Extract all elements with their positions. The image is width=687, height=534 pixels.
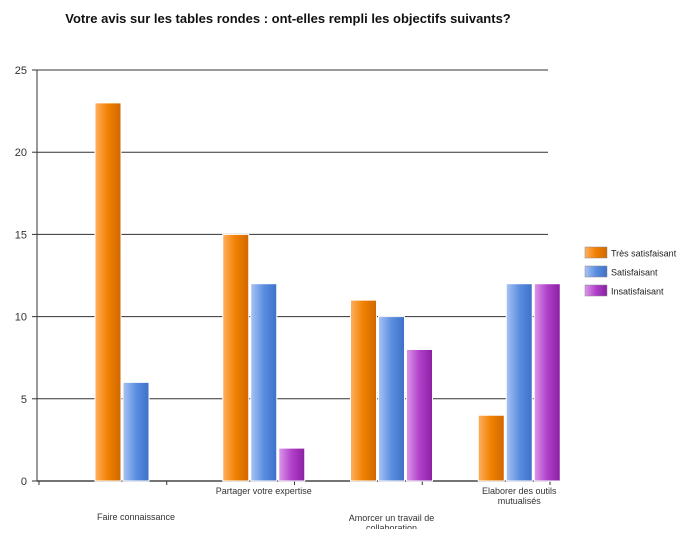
y-tick-label: 25 (15, 65, 27, 77)
bar-insatisfaisant-1[interactable] (278, 447, 306, 482)
legend: Très satisfaisant Satisfaisant Insatisfais… (584, 246, 677, 297)
y-tick-label: 5 (21, 394, 27, 406)
legend-label: Satisfaisant (611, 268, 658, 278)
bar-tr-s-satisfaisant-3[interactable] (477, 414, 505, 482)
y-tick-label: 10 (15, 312, 27, 324)
x-tick-label: Faire connaissance (97, 512, 175, 522)
chart-title: Votre avis sur les tables rondes : ont-e… (65, 11, 511, 26)
bar-tr-s-satisfaisant-1[interactable] (222, 233, 250, 482)
grid-layer (37, 69, 548, 482)
legend-swatch (584, 265, 608, 278)
bar-satisfaisant-3[interactable] (505, 283, 533, 482)
x-tick-label: Amorcer un travail de collaboration (349, 513, 435, 529)
bar-satisfaisant-1[interactable] (250, 283, 278, 482)
bar-insatisfaisant-3[interactable] (533, 283, 561, 482)
bar-tr-s-satisfaisant-2[interactable] (350, 299, 377, 482)
legend-label: Insatisfaisant (611, 287, 664, 297)
legend-swatch (584, 246, 608, 259)
bar-satisfaisant-0[interactable] (122, 381, 150, 482)
bar-layer (94, 102, 561, 482)
x-tick-label: Elaborer des outils mutualisés (482, 486, 557, 506)
x-tick-label: Partager votre expertise (216, 486, 312, 496)
legend-label: Très satisfaisant (611, 249, 677, 259)
bar-satisfaisant-2[interactable] (378, 316, 405, 482)
legend-swatch (584, 284, 608, 297)
axis-layer: 0 5 10 15 20 25 (15, 65, 551, 488)
y-tick-label: 20 (15, 147, 27, 159)
y-tick-label: 0 (21, 476, 27, 488)
y-tick-label: 15 (15, 229, 27, 241)
bar-tr-s-satisfaisant-0[interactable] (94, 102, 122, 482)
bar-insatisfaisant-2[interactable] (406, 348, 433, 482)
label-layer: Faire connaissance Partager votre experti… (97, 486, 557, 533)
